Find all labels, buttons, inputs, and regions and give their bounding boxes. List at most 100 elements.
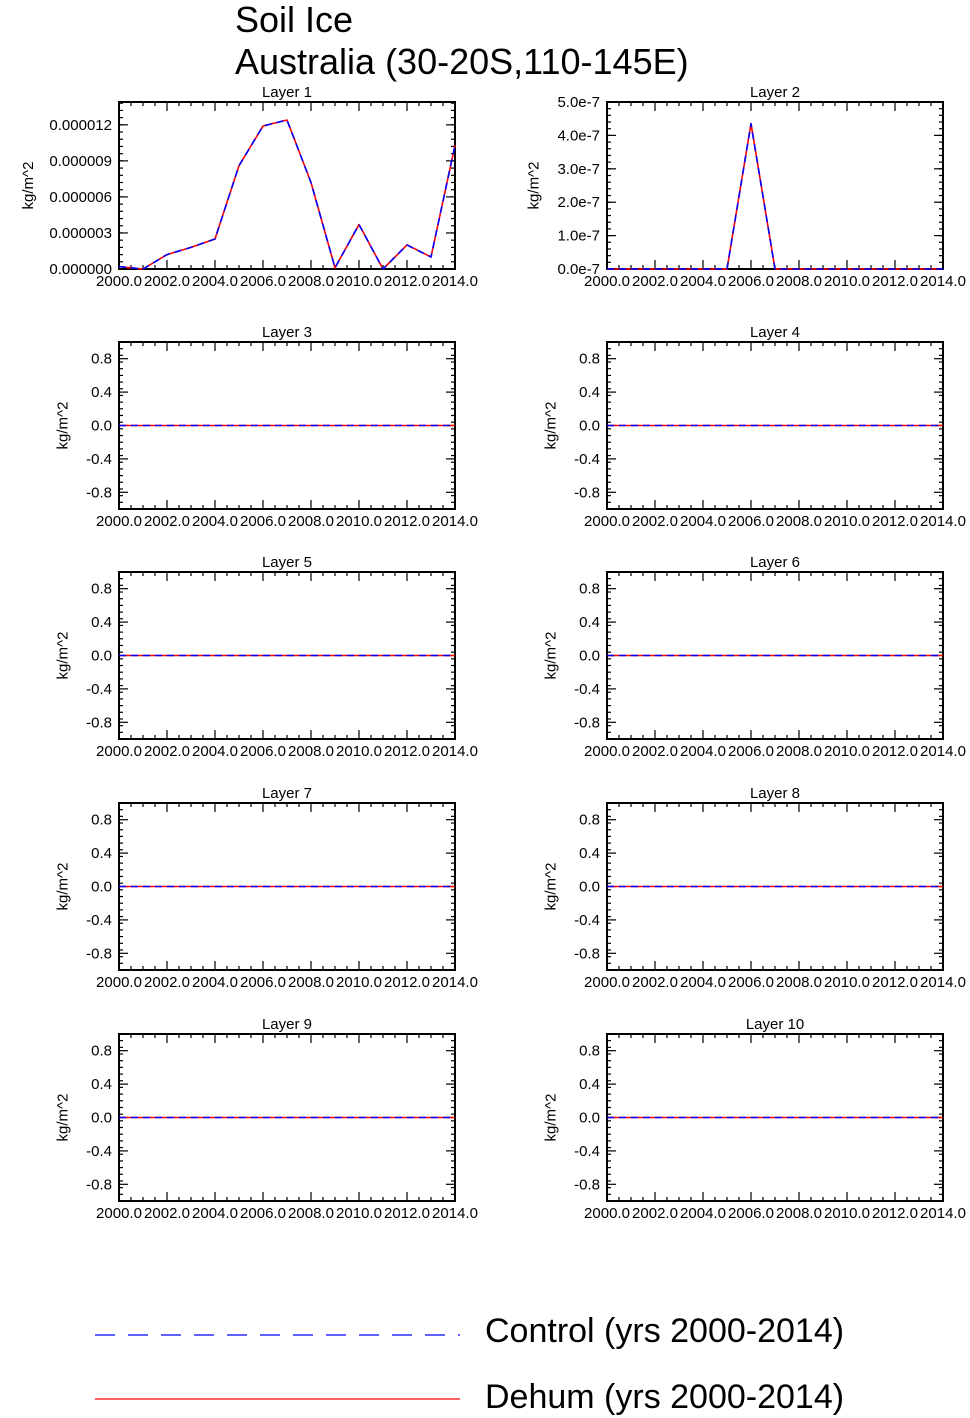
y-tick-label: 1.0e-7 [557,228,600,245]
x-tick-label: 2012.0 [872,974,918,991]
y-tick-label: 0.8 [579,812,600,829]
x-tick-label: 2006.0 [728,273,774,290]
series-line-dehum [118,119,456,270]
y-tick-label: 0.8 [91,351,112,368]
x-tick-label: 2008.0 [288,743,334,760]
x-tick-label: 2012.0 [872,513,918,530]
x-tick-label: 2014.0 [920,1205,966,1222]
x-tick-label: 2012.0 [872,273,918,290]
x-tick-label: 2004.0 [680,974,726,991]
x-tick-label: 2012.0 [384,743,430,760]
x-tick-label: 2014.0 [920,273,966,290]
x-tick-label: 2006.0 [240,743,286,760]
panel-title: Layer 6 [750,554,800,571]
y-tick-label: -0.8 [574,945,600,962]
x-tick-label: 2010.0 [336,974,382,991]
y-tick-label: 0.4 [579,1076,600,1093]
x-tick-label: 2014.0 [920,974,966,991]
x-tick-label: 2006.0 [240,273,286,290]
x-tick-label: 2002.0 [632,513,678,530]
x-tick-label: 2004.0 [192,273,238,290]
x-tick-label: 2010.0 [336,1205,382,1222]
x-tick-label: 2010.0 [336,273,382,290]
x-tick-label: 2006.0 [240,974,286,991]
x-tick-label: 2010.0 [824,743,870,760]
y-tick-label: 0.4 [579,384,600,401]
y-tick-label: 0.0 [91,1110,112,1127]
x-tick-label: 2008.0 [776,513,822,530]
y-tick-label: 0.8 [91,1043,112,1060]
x-tick-label: 2002.0 [632,1205,678,1222]
x-tick-label: 2000.0 [96,1205,142,1222]
plot-frame [606,101,944,270]
x-tick-label: 2006.0 [240,513,286,530]
y-tick-label: 0.0 [91,879,112,896]
x-tick-label: 2006.0 [728,743,774,760]
y-tick-label: 0.4 [91,614,112,631]
y-tick-label: 3.0e-7 [557,161,600,178]
y-tick-label: -0.4 [574,1143,600,1160]
panel-title: Layer 2 [750,84,800,101]
y-tick-label: 0.0 [579,1110,600,1127]
x-tick-label: 2006.0 [728,1205,774,1222]
x-tick-label: 2002.0 [144,743,190,760]
x-tick-label: 2002.0 [144,974,190,991]
y-tick-label: -0.4 [86,681,112,698]
x-tick-label: 2002.0 [144,273,190,290]
x-tick-label: 2004.0 [680,743,726,760]
y-axis-label: kg/m^2 [55,863,72,911]
y-tick-label: -0.8 [86,1176,112,1193]
y-tick-label: -0.8 [574,1176,600,1193]
x-tick-label: 2002.0 [144,1205,190,1222]
panel-title: Layer 1 [262,84,312,101]
series-line-control [118,119,456,270]
x-tick-label: 2010.0 [336,743,382,760]
y-tick-label: 0.000006 [49,189,112,206]
x-tick-label: 2006.0 [728,974,774,991]
x-tick-label: 2004.0 [680,1205,726,1222]
x-tick-label: 2012.0 [384,974,430,991]
x-tick-label: 2014.0 [920,513,966,530]
x-tick-label: 2012.0 [384,1205,430,1222]
y-tick-label: -0.8 [86,484,112,501]
y-tick-label: -0.8 [86,945,112,962]
panel-title: Layer 7 [262,785,312,802]
x-tick-label: 2008.0 [776,273,822,290]
y-axis-label: kg/m^2 [55,1094,72,1142]
x-tick-label: 2002.0 [632,743,678,760]
y-tick-label: 0.0 [579,418,600,435]
y-tick-label: -0.8 [574,714,600,731]
y-tick-label: -0.4 [574,681,600,698]
y-tick-label: -0.4 [86,912,112,929]
x-tick-label: 2004.0 [192,513,238,530]
x-tick-label: 2014.0 [432,974,478,991]
panel-title: Layer 9 [262,1016,312,1033]
y-tick-label: 0.4 [91,845,112,862]
x-tick-label: 2010.0 [824,273,870,290]
x-tick-label: 2002.0 [144,513,190,530]
x-tick-label: 2000.0 [96,974,142,991]
panel-title: Layer 5 [262,554,312,571]
x-tick-label: 2006.0 [240,1205,286,1222]
x-tick-label: 2008.0 [288,974,334,991]
legend-label-control: Control (yrs 2000-2014) [485,1312,845,1350]
y-tick-label: 0.0 [579,648,600,665]
y-tick-label: 0.0 [91,418,112,435]
x-tick-label: 2000.0 [96,743,142,760]
y-tick-label: 2.0e-7 [557,194,600,211]
y-tick-label: -0.4 [86,1143,112,1160]
y-tick-label: -0.8 [574,484,600,501]
y-tick-label: 5.0e-7 [557,94,600,111]
y-axis-label: kg/m^2 [55,402,72,450]
x-tick-label: 2012.0 [384,513,430,530]
x-tick-label: 2002.0 [632,974,678,991]
series-line-control [607,122,943,270]
x-tick-label: 2000.0 [584,1205,630,1222]
x-tick-label: 2008.0 [776,743,822,760]
y-axis-label: kg/m^2 [55,632,72,680]
x-tick-label: 2006.0 [728,513,774,530]
y-axis-label: kg/m^2 [543,402,560,450]
plot-frame [118,101,456,270]
legend-label-dehum: Dehum (yrs 2000-2014) [485,1378,845,1416]
